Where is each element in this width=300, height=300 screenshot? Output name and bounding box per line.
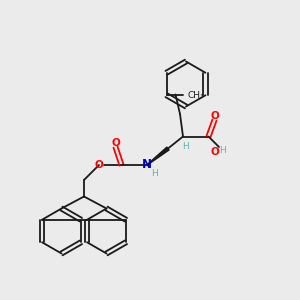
- Text: O: O: [111, 138, 120, 148]
- Text: CH₃: CH₃: [188, 91, 204, 100]
- Text: N: N: [142, 158, 152, 172]
- Text: H: H: [183, 142, 189, 151]
- Text: H: H: [219, 146, 226, 155]
- Text: O: O: [210, 147, 219, 157]
- Polygon shape: [147, 147, 169, 165]
- Text: O: O: [94, 160, 103, 170]
- Text: H: H: [151, 169, 158, 178]
- Text: O: O: [210, 111, 219, 122]
